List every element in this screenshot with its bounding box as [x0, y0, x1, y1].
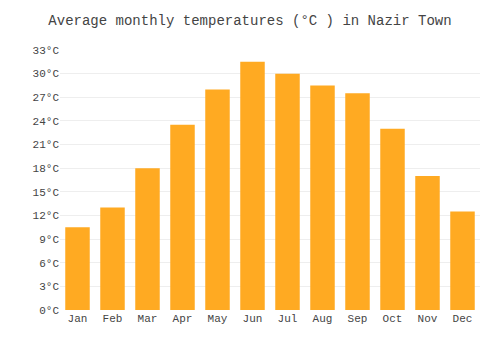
- svg-text:27°C: 27°C: [33, 92, 60, 104]
- svg-text:Feb: Feb: [103, 313, 123, 325]
- svg-text:Oct: Oct: [383, 313, 403, 325]
- svg-text:30°C: 30°C: [33, 68, 60, 80]
- svg-text:Nov: Nov: [418, 313, 438, 325]
- svg-text:9°C: 9°C: [39, 234, 59, 246]
- svg-text:Jul: Jul: [278, 313, 298, 325]
- svg-text:Jun: Jun: [243, 313, 263, 325]
- svg-text:12°C: 12°C: [33, 210, 60, 222]
- svg-text:Mar: Mar: [138, 313, 158, 325]
- svg-text:Jan: Jan: [68, 313, 88, 325]
- svg-text:Sep: Sep: [348, 313, 368, 325]
- svg-text:15°C: 15°C: [33, 187, 60, 199]
- svg-text:Apr: Apr: [173, 313, 193, 325]
- svg-text:Dec: Dec: [453, 313, 473, 325]
- svg-text:0°C: 0°C: [39, 305, 59, 317]
- svg-text:May: May: [208, 313, 228, 325]
- svg-text:Average monthly temperatures (: Average monthly temperatures (°C ) in Na…: [48, 13, 451, 29]
- svg-text:Aug: Aug: [313, 313, 333, 325]
- svg-text:18°C: 18°C: [33, 163, 60, 175]
- svg-text:33°C: 33°C: [33, 45, 60, 57]
- svg-text:24°C: 24°C: [33, 116, 60, 128]
- svg-text:21°C: 21°C: [33, 139, 60, 151]
- svg-text:6°C: 6°C: [39, 258, 59, 270]
- svg-text:3°C: 3°C: [39, 281, 59, 293]
